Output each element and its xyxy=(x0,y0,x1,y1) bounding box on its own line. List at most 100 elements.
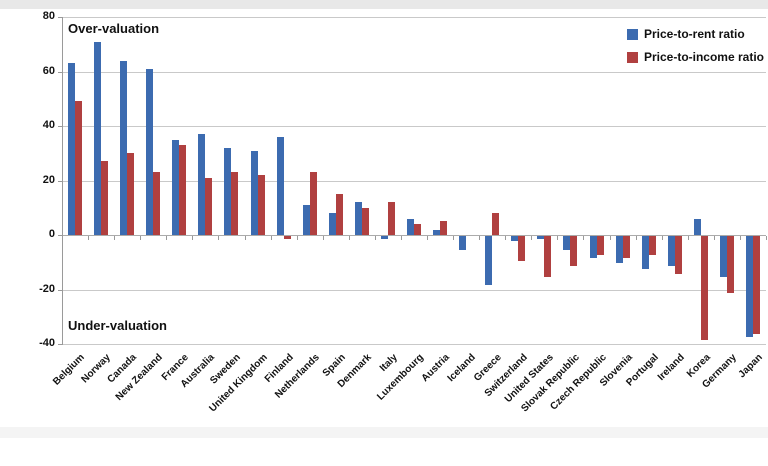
category-tick xyxy=(166,236,167,240)
bar-austria-price-to-income xyxy=(440,221,447,235)
y-axis-tick xyxy=(58,181,62,182)
legend-label: Price-to-rent ratio xyxy=(643,27,745,41)
y-axis-tick xyxy=(58,17,62,18)
bar-korea-price-to-income xyxy=(701,236,708,340)
bar-germany-price-to-rent xyxy=(720,236,727,277)
category-tick xyxy=(88,236,89,240)
y-axis-tick-label: 0 xyxy=(48,228,55,240)
legend-swatch-blue-icon xyxy=(626,28,638,40)
bar-spain-price-to-income xyxy=(336,194,343,235)
category-tick xyxy=(557,236,558,240)
bar-finland-price-to-rent xyxy=(277,137,284,235)
y-axis-tick xyxy=(58,235,62,236)
category-tick xyxy=(531,236,532,240)
gridline-y-20 xyxy=(62,181,766,182)
y-axis-tick-label: -20 xyxy=(39,283,55,295)
bar-belgium-price-to-rent xyxy=(68,63,75,235)
gridline-y-80 xyxy=(62,17,766,18)
bar-new-zealand-price-to-rent xyxy=(146,69,153,235)
category-tick xyxy=(323,236,324,240)
category-tick xyxy=(583,236,584,240)
category-tick xyxy=(297,236,298,240)
bar-sweden-price-to-rent xyxy=(224,148,231,235)
bar-greece-price-to-rent xyxy=(485,236,492,285)
gridline-y--20 xyxy=(62,290,766,291)
bar-italy-price-to-rent xyxy=(381,236,388,239)
bar-canada-price-to-income xyxy=(127,153,134,235)
bar-denmark-price-to-rent xyxy=(355,202,362,235)
under-valuation-annotation: Under-valuation xyxy=(68,318,167,333)
category-tick xyxy=(479,236,480,240)
y-axis-tick-label: -40 xyxy=(39,337,55,349)
bar-netherlands-price-to-rent xyxy=(303,205,310,235)
gridline-y-0 xyxy=(62,235,766,236)
bar-greece-price-to-income xyxy=(492,213,499,235)
bar-slovenia-price-to-income xyxy=(623,236,630,258)
bar-australia-price-to-income xyxy=(205,178,212,235)
bar-united-states-price-to-rent xyxy=(537,236,544,239)
y-axis-tick xyxy=(58,72,62,73)
bar-austria-price-to-rent xyxy=(433,230,440,235)
bar-portugal-price-to-rent xyxy=(642,236,649,269)
category-tick xyxy=(636,236,637,240)
category-tick xyxy=(662,236,663,240)
category-tick xyxy=(375,236,376,240)
y-axis-tick xyxy=(58,290,62,291)
y-axis-tick-label: 80 xyxy=(42,10,55,22)
bar-japan-price-to-rent xyxy=(746,236,753,337)
bar-slovenia-price-to-rent xyxy=(616,236,623,263)
y-axis-line xyxy=(62,17,63,345)
category-tick xyxy=(740,236,741,240)
bar-canada-price-to-rent xyxy=(120,61,127,235)
category-tick xyxy=(245,236,246,240)
bar-australia-price-to-rent xyxy=(198,134,205,235)
category-tick xyxy=(714,236,715,240)
bar-iceland-price-to-rent xyxy=(459,236,466,250)
bar-new-zealand-price-to-income xyxy=(153,172,160,235)
gridline-y-60 xyxy=(62,72,766,73)
bar-slovak-republic-price-to-rent xyxy=(563,236,570,250)
category-tick xyxy=(62,236,63,240)
chart-legend: Price-to-rent ratio Price-to-income rati… xyxy=(626,27,764,73)
legend-item-price-to-income: Price-to-income ratio xyxy=(626,50,764,64)
gridline-y-40 xyxy=(62,126,766,127)
category-tick xyxy=(114,236,115,240)
legend-swatch-red-icon xyxy=(626,51,638,63)
bar-france-price-to-rent xyxy=(172,140,179,235)
bar-norway-price-to-rent xyxy=(94,42,101,235)
bar-germany-price-to-income xyxy=(727,236,734,293)
bar-norway-price-to-income xyxy=(101,161,108,235)
cropped-bottom-band xyxy=(0,427,768,438)
legend-item-price-to-rent: Price-to-rent ratio xyxy=(626,27,764,41)
bar-korea-price-to-rent xyxy=(694,219,701,235)
category-tick xyxy=(401,236,402,240)
category-tick xyxy=(427,236,428,240)
category-tick xyxy=(349,236,350,240)
gridline-y--40 xyxy=(62,344,766,345)
category-tick xyxy=(218,236,219,240)
category-tick xyxy=(688,236,689,240)
bar-ireland-price-to-income xyxy=(675,236,682,274)
y-axis-tick-label: 20 xyxy=(42,174,55,186)
bar-luxembourg-price-to-income xyxy=(414,224,421,235)
bar-spain-price-to-rent xyxy=(329,213,336,235)
bar-united-states-price-to-income xyxy=(544,236,551,277)
legend-label: Price-to-income ratio xyxy=(643,50,764,64)
cropped-top-band xyxy=(0,0,768,9)
bar-ireland-price-to-rent xyxy=(668,236,675,266)
bar-italy-price-to-income xyxy=(388,202,395,235)
y-axis-tick xyxy=(58,344,62,345)
y-axis-tick xyxy=(58,126,62,127)
bar-france-price-to-income xyxy=(179,145,186,235)
over-valuation-annotation: Over-valuation xyxy=(68,21,160,36)
bar-finland-price-to-income xyxy=(284,236,291,239)
bar-luxembourg-price-to-rent xyxy=(407,219,414,235)
bar-czech-republic-price-to-income xyxy=(597,236,604,255)
category-tick xyxy=(610,236,611,240)
category-tick xyxy=(192,236,193,240)
bar-united-kingdom-price-to-rent xyxy=(251,151,258,235)
category-tick xyxy=(505,236,506,240)
bar-portugal-price-to-income xyxy=(649,236,656,255)
bar-netherlands-price-to-income xyxy=(310,172,317,235)
y-axis-tick-label: 40 xyxy=(42,119,55,131)
